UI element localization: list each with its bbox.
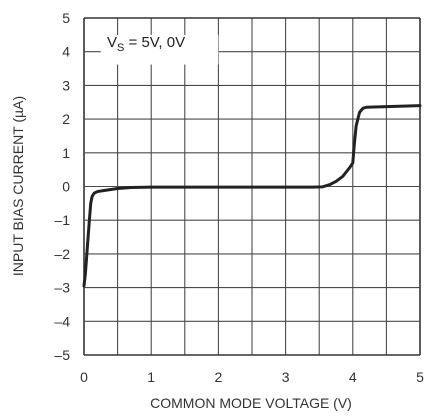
- x-tick-label: 5: [416, 369, 424, 385]
- x-tick-label: 4: [349, 369, 357, 385]
- x-tick-label: 3: [282, 369, 290, 385]
- grid: [83, 17, 421, 356]
- y-tick-label: 2: [62, 111, 70, 127]
- y-tick-label: 3: [62, 77, 70, 93]
- y-tick-label: 1: [62, 145, 70, 161]
- y-tick-label: –1: [54, 212, 70, 228]
- y-axis-label: INPUT BIAS CURRENT (µA): [10, 96, 26, 276]
- x-tick-label: 1: [147, 369, 155, 385]
- x-tick-labels: 0 1 2 3 4 5: [80, 369, 424, 385]
- y-tick-labels: 5 4 3 2 1 0 –1 –2 –3 –4 –5: [54, 10, 70, 363]
- x-tick-label: 0: [80, 369, 88, 385]
- x-tick-label: 2: [215, 369, 223, 385]
- y-tick-label: 5: [62, 10, 70, 26]
- y-tick-label: –4: [54, 313, 70, 329]
- x-axis-label: COMMON MODE VOLTAGE (V): [150, 395, 352, 411]
- bias-current-line: [82, 104, 422, 288]
- supply-annotation: VS = 5V, 0V: [107, 34, 185, 54]
- y-tick-label: –5: [54, 347, 70, 363]
- y-tick-label: –2: [54, 246, 70, 262]
- y-tick-label: 4: [62, 44, 70, 60]
- y-tick-label: –3: [54, 280, 70, 296]
- annotation-background: [100, 34, 219, 65]
- y-tick-label: 0: [62, 179, 70, 195]
